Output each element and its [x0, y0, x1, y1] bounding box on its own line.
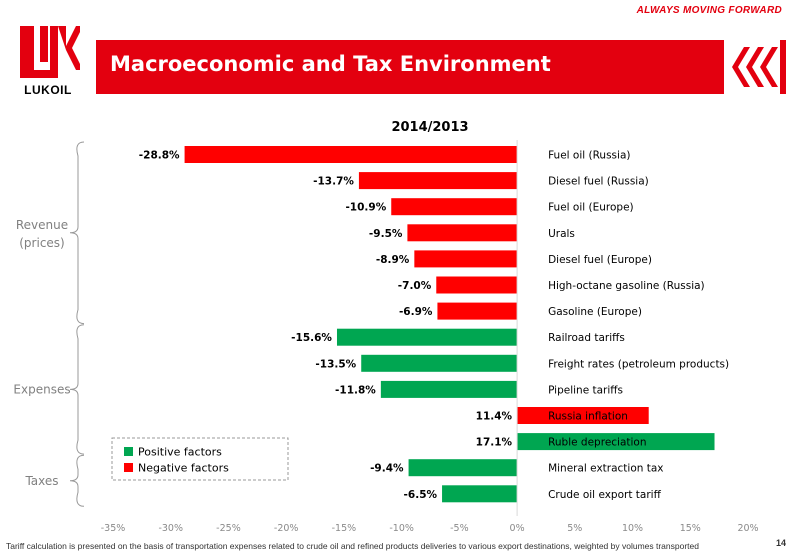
bar-3 [407, 224, 518, 242]
page-number: 14 [775, 538, 786, 548]
bar-10 [517, 407, 649, 424]
bar-value-label-9: -11.8% [335, 384, 376, 396]
bar-4 [414, 250, 518, 268]
bar-value-label-13: -6.5% [404, 489, 438, 501]
legend-swatch-negative [124, 463, 133, 472]
bar-9 [380, 380, 518, 398]
chevron-arrows-icon [724, 39, 780, 95]
group-label-1: Expenses [13, 382, 70, 396]
bar-category-label-6: Gasoline (Europe) [548, 306, 642, 318]
bar-category-label-10: Russia inflation [548, 411, 628, 423]
x-tick-label-7: 0% [510, 523, 525, 534]
page-title: Macroeconomic and Tax Environment [110, 52, 551, 76]
bar-category-label-3: Urals [548, 228, 575, 240]
bar-value-label-11: 17.1% [476, 437, 513, 449]
chart-title: 2014/2013 [391, 120, 468, 135]
legend-label-positive: Positive factors [138, 446, 222, 459]
bar-value-label-3: -9.5% [369, 228, 403, 240]
bar-category-label-1: Diesel fuel (Russia) [548, 176, 649, 188]
x-tick-label-1: -30% [158, 523, 183, 534]
bar-value-label-1: -13.7% [313, 176, 354, 188]
bar-6 [437, 302, 518, 320]
group-brace-1 [69, 324, 85, 455]
bar-12 [408, 459, 518, 477]
x-tick-label-8: 5% [567, 523, 582, 534]
bar-2 [391, 198, 518, 216]
bar-value-label-5: -7.0% [398, 280, 432, 292]
group-brace-2 [69, 454, 85, 507]
group-label-0: Revenue [16, 218, 68, 232]
slogan: ALWAYS MOVING FORWARD [636, 5, 782, 16]
x-tick-label-0: -35% [101, 523, 126, 534]
bar-value-label-7: -15.6% [291, 332, 332, 344]
x-tick-label-10: 15% [680, 523, 701, 534]
x-tick-label-11: 20% [737, 523, 758, 534]
bar-category-label-7: Railroad tariffs [548, 332, 625, 344]
lukoil-logo-icon [14, 22, 80, 96]
bar-value-label-2: -10.9% [345, 202, 386, 214]
chart-legend: Positive factors Negative factors [111, 437, 289, 481]
bar-5 [436, 276, 518, 294]
bar-category-label-9: Pipeline tariffs [548, 384, 623, 396]
bar-value-label-12: -9.4% [370, 463, 404, 475]
x-tick-label-5: -10% [389, 523, 414, 534]
bar-category-label-11: Ruble depreciation [548, 437, 646, 449]
legend-label-negative: Negative factors [138, 462, 229, 475]
bar-13 [442, 485, 518, 503]
group-label-line2-0: (prices) [19, 236, 64, 250]
x-tick-label-9: 10% [622, 523, 643, 534]
footnote: Tariff calculation is presented on the b… [6, 541, 699, 551]
bar-8 [361, 354, 518, 372]
x-tick-label-6: -5% [450, 523, 469, 534]
bar-1 [358, 172, 518, 190]
x-tick-label-2: -25% [216, 523, 241, 534]
bar-11 [517, 433, 715, 451]
bar-value-label-10: 11.4% [476, 411, 513, 423]
company-logo-text: LUKOIL [24, 83, 72, 97]
bar-value-label-6: -6.9% [399, 306, 433, 318]
bar-0 [184, 146, 518, 163]
bar-value-label-8: -13.5% [315, 358, 356, 370]
bar-category-label-13: Crude oil export tariff [548, 489, 661, 501]
x-tick-label-4: -15% [332, 523, 357, 534]
bar-category-label-5: High-octane gasoline (Russia) [548, 280, 705, 292]
legend-swatch-positive [124, 447, 133, 456]
group-label-2: Taxes [24, 474, 58, 488]
bar-category-label-12: Mineral extraction tax [548, 463, 663, 475]
x-tick-label-3: -20% [274, 523, 299, 534]
header-bar [96, 40, 786, 94]
bar-category-label-2: Fuel oil (Europe) [548, 202, 634, 214]
bar-value-label-4: -8.9% [376, 254, 410, 266]
bar-7 [336, 328, 518, 346]
bar-category-label-4: Diesel fuel (Europe) [548, 254, 652, 266]
bar-value-label-0: -28.8% [139, 150, 180, 162]
bar-category-label-8: Freight rates (petroleum products) [548, 358, 729, 370]
bar-category-label-0: Fuel oil (Russia) [548, 150, 630, 162]
group-brace-0 [69, 141, 85, 325]
